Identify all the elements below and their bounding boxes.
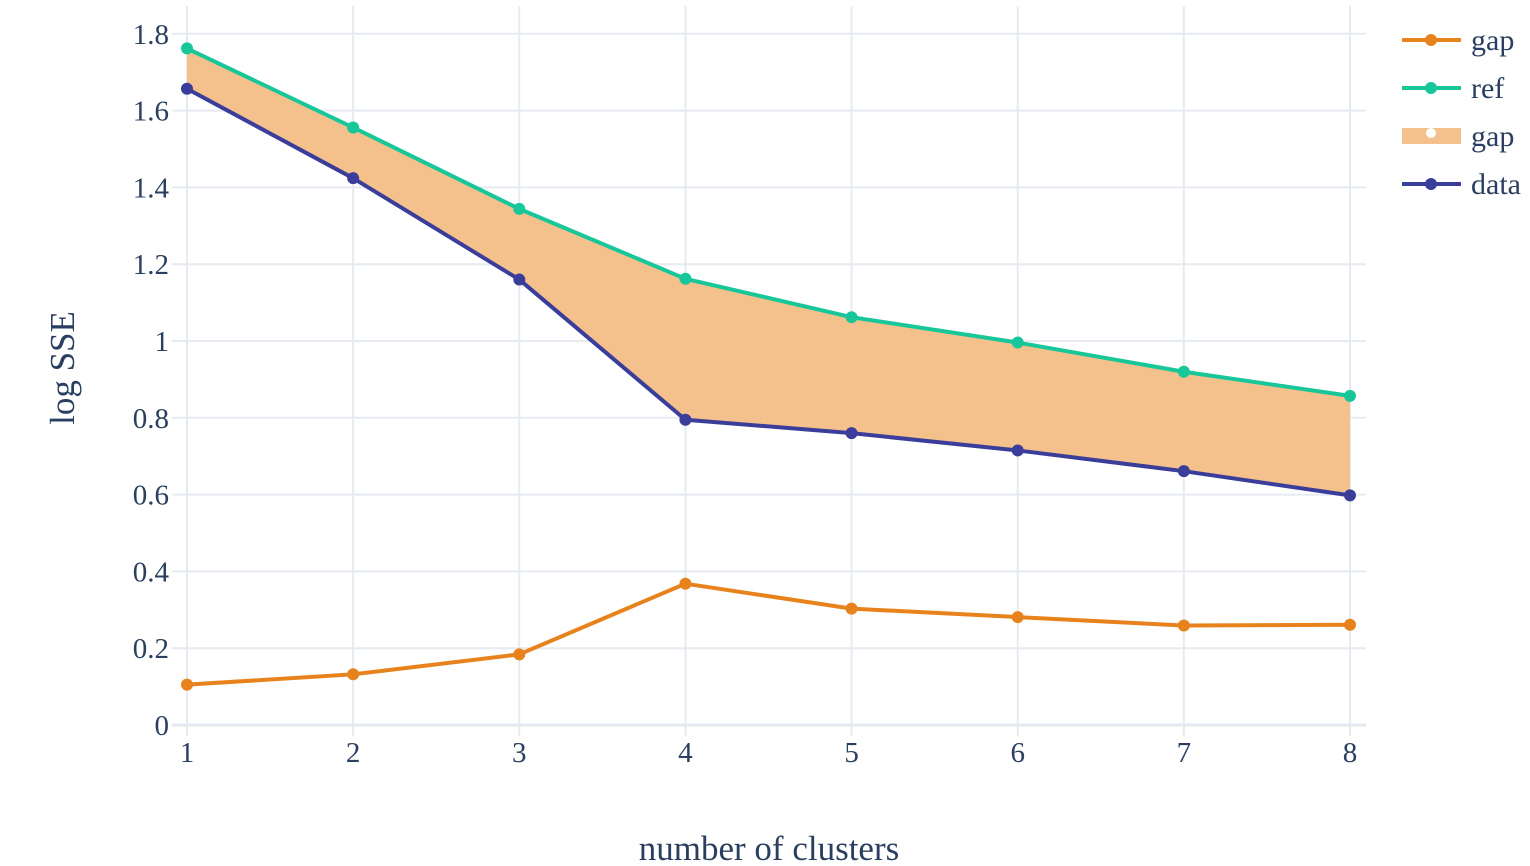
gap-point — [845, 602, 858, 615]
data-point — [1011, 444, 1024, 457]
y-tick-label: 0.2 — [133, 633, 169, 665]
data-point — [1177, 465, 1190, 478]
ref-point — [1011, 336, 1024, 349]
legend-item-gap-line[interactable]: gap — [1402, 24, 1514, 57]
series-lines — [186, 46, 1351, 687]
data-point — [1344, 489, 1356, 502]
ref-line — [186, 46, 1351, 398]
data-point — [347, 172, 360, 185]
y-tick-label: 0.4 — [133, 556, 170, 588]
legend-swatch-marker — [1425, 34, 1437, 46]
data-point — [513, 273, 526, 286]
x-tick-label: 1 — [180, 737, 195, 769]
y-tick-label: 1.8 — [133, 19, 169, 51]
y-axis-title: log SSE — [43, 311, 82, 425]
ref-point — [1344, 389, 1356, 402]
gap-point — [1344, 618, 1356, 631]
x-tick-label: 5 — [844, 737, 859, 769]
gap-area-layer — [187, 48, 1350, 496]
legend-label: gap — [1471, 24, 1514, 57]
axes: 0 0.2 0.4 0.6 0.8 1 1.2 1.4 1.6 1.8 1 2 3 4 5 6 7 8 — [133, 19, 1358, 769]
legend-swatch-marker — [1425, 178, 1437, 190]
y-tick-label: 1.2 — [133, 249, 169, 281]
legend-item-data-line[interactable]: data — [1402, 168, 1521, 201]
ref-point — [513, 202, 526, 215]
y-tick-label: 1.4 — [133, 172, 170, 204]
data-point — [679, 413, 692, 426]
legend-item-ref-line[interactable]: ref — [1402, 72, 1504, 105]
legend[interactable]: gap ref gap data — [1402, 24, 1521, 201]
gap-point — [1011, 611, 1024, 624]
legend-item-gap-area[interactable]: gap — [1402, 120, 1514, 153]
y-tick-label: 1.6 — [133, 96, 169, 128]
x-axis-title: number of clusters — [639, 829, 899, 866]
x-tick-label: 2 — [346, 737, 361, 769]
data-line — [186, 86, 1351, 498]
series-markers — [181, 42, 1356, 691]
legend-swatch-marker — [1426, 128, 1436, 138]
gap-point — [347, 668, 360, 681]
gap-line — [186, 581, 1351, 687]
legend-swatch-marker — [1425, 82, 1437, 94]
y-tick-label: 0.6 — [133, 480, 169, 512]
legend-label: data — [1471, 168, 1521, 201]
ref-point — [347, 121, 360, 134]
gap-point — [679, 577, 692, 590]
gap-point — [513, 648, 526, 661]
gap-area-fill — [187, 48, 1350, 496]
legend-label: ref — [1471, 72, 1504, 105]
x-tick-label: 6 — [1010, 737, 1025, 769]
ref-point — [845, 311, 858, 324]
x-tick-label: 3 — [512, 737, 527, 769]
x-tick-label: 7 — [1177, 737, 1192, 769]
y-tick-label: 0 — [155, 710, 170, 742]
y-tick-label: 1 — [155, 326, 170, 358]
ref-point — [679, 272, 692, 285]
ref-point — [1177, 365, 1190, 378]
data-point — [181, 82, 193, 95]
y-tick-label: 0.8 — [133, 403, 169, 435]
data-point — [845, 427, 858, 440]
legend-label: gap — [1471, 120, 1514, 153]
gap-point — [1177, 619, 1190, 632]
x-tick-label: 4 — [678, 737, 693, 769]
x-tick-label: 8 — [1343, 737, 1358, 769]
ref-point — [181, 42, 193, 55]
gap-point — [181, 678, 193, 691]
